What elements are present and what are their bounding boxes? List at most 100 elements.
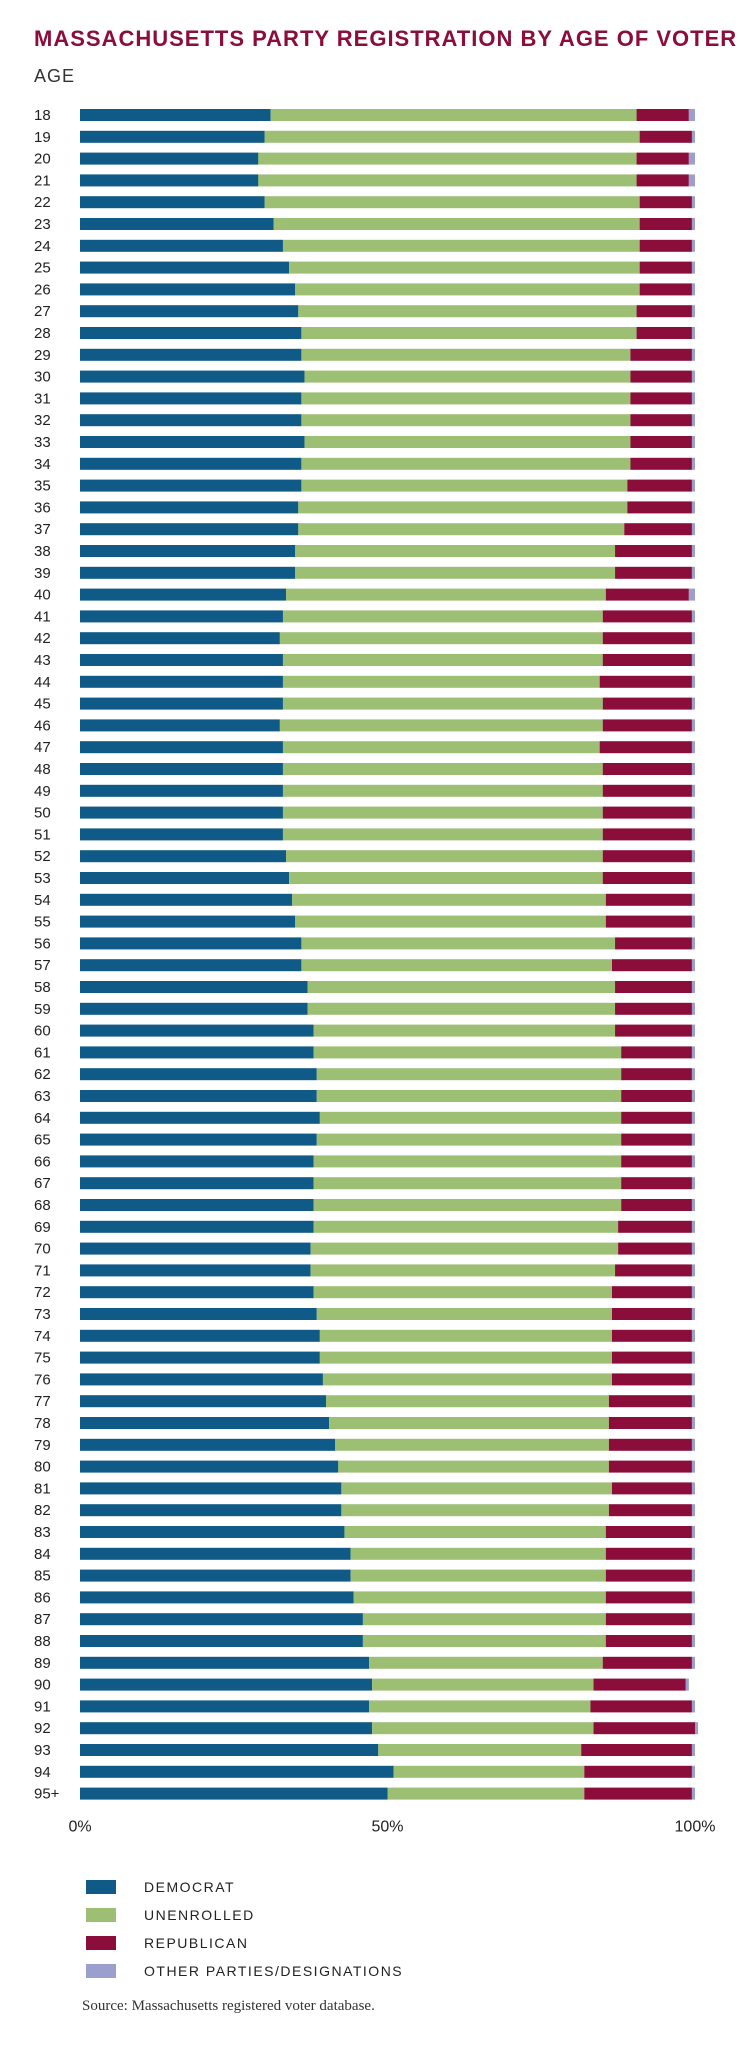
bar-61-democrat xyxy=(80,1046,314,1059)
age-label-47: 47 xyxy=(34,739,51,756)
bar-59-unenrolled xyxy=(307,1002,616,1015)
bar-59-democrat xyxy=(80,1002,308,1015)
age-label-42: 42 xyxy=(34,630,51,647)
age-label-57: 57 xyxy=(34,957,51,974)
bar-25-unenrolled xyxy=(289,261,640,274)
bar-60-other-parties-designations xyxy=(691,1024,695,1037)
bar-89-democrat xyxy=(80,1656,370,1669)
bar-55-republican xyxy=(605,915,692,928)
age-label-62: 62 xyxy=(34,1066,51,1083)
bar-88-unenrolled xyxy=(362,1635,606,1647)
age-label-68: 68 xyxy=(34,1197,51,1214)
bar-38-democrat xyxy=(80,545,296,557)
bar-63-unenrolled xyxy=(316,1090,622,1102)
age-label-75: 75 xyxy=(34,1350,51,1367)
bar-50-democrat xyxy=(80,806,283,819)
bar-44-democrat xyxy=(80,675,283,688)
bar-82-democrat xyxy=(80,1504,342,1517)
bar-26-republican xyxy=(639,283,692,296)
bar-64-republican xyxy=(621,1111,692,1124)
bar-92-other-parties-designations xyxy=(695,1722,699,1735)
bar-41-unenrolled xyxy=(282,610,603,623)
bar-34-unenrolled xyxy=(301,457,631,470)
bar-81-other-parties-designations xyxy=(691,1482,695,1495)
bar-58-unenrolled xyxy=(307,981,616,993)
age-label-31: 31 xyxy=(34,390,51,407)
bar-25-republican xyxy=(639,261,692,274)
age-label-27: 27 xyxy=(34,303,51,320)
bar-76-democrat xyxy=(80,1373,323,1386)
legend-label-other: OTHER PARTIES/DESIGNATIONS xyxy=(144,1963,404,1979)
age-label-71: 71 xyxy=(34,1262,51,1279)
bar-84-democrat xyxy=(80,1547,351,1560)
bar-48-unenrolled xyxy=(282,763,603,775)
bar-72-republican xyxy=(611,1286,692,1299)
bar-89-republican xyxy=(602,1656,692,1669)
bar-77-democrat xyxy=(80,1395,326,1408)
bar-76-unenrolled xyxy=(322,1373,612,1386)
bar-80-unenrolled xyxy=(338,1460,609,1473)
bar-49-democrat xyxy=(80,784,283,797)
bar-78-democrat xyxy=(80,1417,330,1429)
age-label-59: 59 xyxy=(34,1001,51,1018)
bar-18-unenrolled xyxy=(270,109,637,121)
bar-19-democrat xyxy=(80,130,265,143)
bar-80-other-parties-designations xyxy=(691,1460,695,1473)
bar-70-republican xyxy=(618,1242,692,1255)
bar-40-democrat xyxy=(80,588,287,601)
bar-62-democrat xyxy=(80,1068,317,1081)
bar-94-unenrolled xyxy=(393,1765,585,1778)
bar-77-unenrolled xyxy=(326,1395,609,1408)
bar-19-republican xyxy=(639,130,692,143)
bar-92-unenrolled xyxy=(372,1722,594,1735)
age-label-70: 70 xyxy=(34,1241,51,1258)
age-label-84: 84 xyxy=(34,1546,51,1563)
bar-91-republican xyxy=(590,1700,692,1713)
bar-21-other-parties-designations xyxy=(688,174,695,187)
bar-71-democrat xyxy=(80,1264,311,1277)
age-label-35: 35 xyxy=(34,478,51,495)
bar-60-republican xyxy=(615,1024,692,1037)
bar-42-republican xyxy=(602,632,692,645)
age-label-29: 29 xyxy=(34,347,51,364)
bar-22-democrat xyxy=(80,196,265,209)
bar-30-unenrolled xyxy=(304,370,631,383)
bar-70-other-parties-designations xyxy=(691,1242,695,1255)
bar-32-republican xyxy=(630,414,692,427)
bar-58-republican xyxy=(615,981,692,993)
bar-56-republican xyxy=(615,937,692,950)
age-label-40: 40 xyxy=(34,587,51,604)
bar-36-other-parties-designations xyxy=(691,501,695,514)
bar-36-democrat xyxy=(80,501,299,514)
age-label-58: 58 xyxy=(34,979,51,996)
bar-74-other-parties-designations xyxy=(691,1329,695,1342)
bar-85-republican xyxy=(605,1569,692,1582)
bar-75-democrat xyxy=(80,1351,320,1364)
legend: DEMOCRAT UNENROLLED REPUBLICAN OTHER PAR… xyxy=(86,1873,403,1985)
bar-24-unenrolled xyxy=(282,239,640,252)
bar-77-other-parties-designations xyxy=(691,1395,695,1408)
bar-95+-other-parties-designations xyxy=(691,1787,695,1800)
bar-34-other-parties-designations xyxy=(691,457,695,470)
bar-23-other-parties-designations xyxy=(691,218,695,230)
age-label-36: 36 xyxy=(34,499,51,516)
bar-53-democrat xyxy=(80,872,290,884)
age-label-50: 50 xyxy=(34,805,51,822)
age-label-44: 44 xyxy=(34,674,51,691)
bar-55-unenrolled xyxy=(295,915,606,928)
bar-47-unenrolled xyxy=(282,741,600,754)
bar-52-democrat xyxy=(80,850,287,863)
bar-44-other-parties-designations xyxy=(691,675,695,688)
bar-46-democrat xyxy=(80,719,280,732)
bar-68-other-parties-designations xyxy=(691,1199,695,1211)
bar-61-other-parties-designations xyxy=(691,1046,695,1059)
age-label-74: 74 xyxy=(34,1328,51,1345)
bar-57-unenrolled xyxy=(301,959,612,972)
bar-82-unenrolled xyxy=(341,1504,609,1517)
bar-67-republican xyxy=(621,1177,692,1190)
legend-label-unenrolled: UNENROLLED xyxy=(144,1907,255,1923)
age-label-53: 53 xyxy=(34,870,51,887)
bar-88-democrat xyxy=(80,1635,363,1647)
bar-63-other-parties-designations xyxy=(691,1090,695,1102)
bar-55-democrat xyxy=(80,915,296,928)
